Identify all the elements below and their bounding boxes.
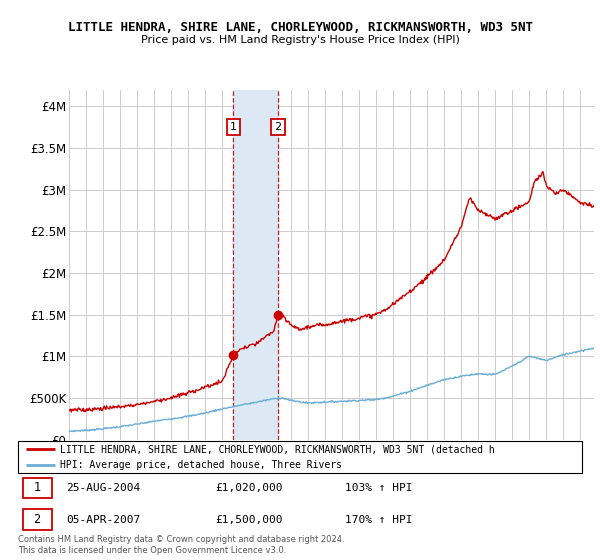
- Text: 1: 1: [34, 482, 41, 494]
- Text: £1,500,000: £1,500,000: [215, 515, 283, 525]
- Text: Price paid vs. HM Land Registry's House Price Index (HPI): Price paid vs. HM Land Registry's House …: [140, 35, 460, 45]
- Text: 2: 2: [34, 513, 41, 526]
- Text: LITTLE HENDRA, SHIRE LANE, CHORLEYWOOD, RICKMANSWORTH, WD3 5NT (detached h: LITTLE HENDRA, SHIRE LANE, CHORLEYWOOD, …: [60, 445, 495, 455]
- Text: HPI: Average price, detached house, Three Rivers: HPI: Average price, detached house, Thre…: [60, 460, 342, 470]
- FancyBboxPatch shape: [18, 441, 582, 473]
- Text: Contains HM Land Registry data © Crown copyright and database right 2024.
This d: Contains HM Land Registry data © Crown c…: [18, 535, 344, 555]
- FancyBboxPatch shape: [23, 509, 52, 530]
- Text: 05-APR-2007: 05-APR-2007: [66, 515, 140, 525]
- FancyBboxPatch shape: [23, 478, 52, 498]
- Text: £1,020,000: £1,020,000: [215, 483, 283, 493]
- Text: 2: 2: [275, 122, 282, 132]
- Text: 1: 1: [230, 122, 237, 132]
- Text: 25-AUG-2004: 25-AUG-2004: [66, 483, 140, 493]
- Text: LITTLE HENDRA, SHIRE LANE, CHORLEYWOOD, RICKMANSWORTH, WD3 5NT: LITTLE HENDRA, SHIRE LANE, CHORLEYWOOD, …: [67, 21, 533, 34]
- Text: 103% ↑ HPI: 103% ↑ HPI: [345, 483, 413, 493]
- Bar: [233, 90, 278, 440]
- Text: 170% ↑ HPI: 170% ↑ HPI: [345, 515, 413, 525]
